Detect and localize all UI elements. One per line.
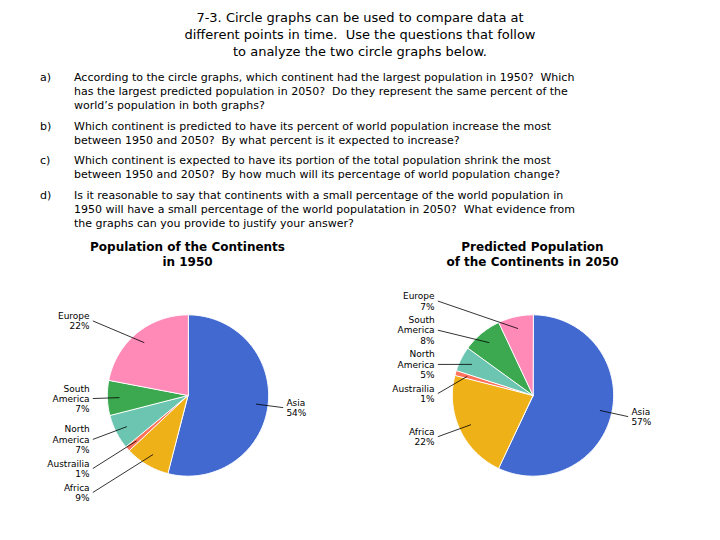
html-text:b): b) bbox=[40, 119, 52, 133]
html-text:Predicted Population of the Co: Predicted Population of the Continents i… bbox=[446, 239, 619, 269]
svg-text:Europe7%: Europe7% bbox=[403, 291, 435, 311]
html-text:Is it reasonable to say that c: Is it reasonable to say that continents … bbox=[74, 188, 575, 231]
html-text:c): c) bbox=[40, 154, 51, 168]
svg-text:NorthAmerica7%: NorthAmerica7% bbox=[52, 424, 90, 455]
svg-text:NorthAmerica5%: NorthAmerica5% bbox=[397, 349, 435, 380]
svg-text:Africa9%: Africa9% bbox=[64, 482, 90, 502]
svg-text:Europe22%: Europe22% bbox=[58, 311, 90, 331]
svg-text:Africa22%: Africa22% bbox=[409, 426, 435, 446]
svg-text:Austrailia1%: Austrailia1% bbox=[392, 383, 435, 403]
html-text:Population of the Continents i: Population of the Continents in 1950 bbox=[90, 239, 285, 269]
svg-text:Asia54%: Asia54% bbox=[286, 397, 306, 417]
svg-text:Asia57%: Asia57% bbox=[631, 406, 651, 426]
svg-text:Austrailia1%: Austrailia1% bbox=[47, 458, 90, 478]
html-text:Which continent is expected to: Which continent is expected to have its … bbox=[74, 154, 561, 182]
html-text:Which continent is predicted t: Which continent is predicted to have its… bbox=[74, 119, 552, 147]
svg-text:SouthAmerica7%: SouthAmerica7% bbox=[52, 383, 90, 414]
svg-text:SouthAmerica8%: SouthAmerica8% bbox=[397, 315, 435, 346]
html-text:d): d) bbox=[40, 188, 52, 202]
html-text:According to the circle graphs: According to the circle graphs, which co… bbox=[74, 70, 575, 113]
html-text:7-3. Circle graphs can be used: 7-3. Circle graphs can be used to compar… bbox=[184, 10, 536, 59]
html-text:a): a) bbox=[40, 70, 51, 84]
